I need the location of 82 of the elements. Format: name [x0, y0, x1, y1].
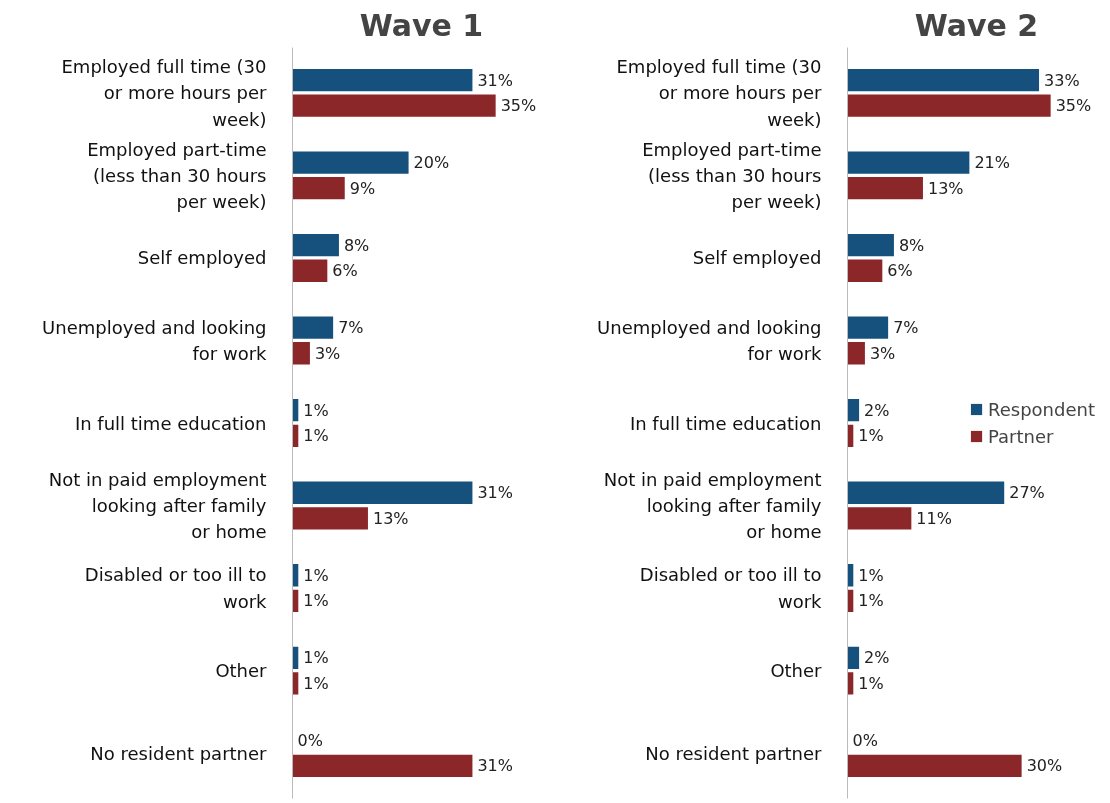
data-label: 33% [1044, 70, 1080, 90]
data-label: 11% [916, 508, 952, 528]
chart-title: Wave 1 [359, 7, 484, 43]
data-label: 7% [338, 318, 364, 338]
y-tick-label: In full time education [629, 412, 822, 434]
y-tick-label: Employed part-time (less than 30 hours per week) [87, 138, 267, 213]
data-label: 1% [858, 673, 884, 693]
data-label: 1% [303, 400, 329, 420]
data-label: 6% [332, 261, 358, 281]
bar [292, 234, 339, 257]
y-tick-label: Self employed [692, 247, 822, 269]
data-label: 2% [864, 400, 890, 420]
y-tick-label: Unemployed and looking for work [597, 316, 823, 365]
bar [847, 68, 1040, 92]
bar [847, 177, 923, 200]
data-label: 1% [303, 591, 329, 611]
data-label: 13% [372, 508, 409, 528]
data-label: 6% [887, 261, 913, 281]
bar [292, 177, 345, 200]
y-tick-label: No resident partner [90, 742, 268, 764]
data-label: 1% [858, 591, 884, 611]
bar [847, 316, 889, 339]
bar [847, 151, 970, 174]
bar [847, 234, 894, 257]
bar [292, 481, 473, 504]
data-label: 21% [974, 153, 1010, 173]
bar [847, 94, 1051, 117]
bar [847, 481, 1005, 504]
bar [292, 151, 409, 174]
data-label: 3% [869, 343, 896, 363]
y-tick-label: Unemployed and looking for work [42, 316, 268, 365]
bar [292, 507, 368, 530]
data-label: 31% [477, 483, 513, 503]
legend-label: Respondent [988, 398, 1095, 420]
data-label: 1% [303, 673, 329, 693]
y-tick-label: No resident partner [645, 742, 823, 764]
y-tick-label: Other [770, 660, 823, 682]
data-label: 1% [303, 426, 329, 446]
bar [847, 646, 860, 669]
chart-title: Wave 2 [914, 7, 1039, 43]
data-label: 7% [893, 318, 919, 338]
data-label: 0% [297, 730, 323, 750]
data-label: 30% [1026, 756, 1063, 776]
bar [292, 259, 328, 282]
bar [847, 507, 912, 530]
bar [847, 259, 883, 282]
bar [292, 68, 473, 92]
data-label: 8% [898, 235, 925, 255]
y-tick-label: Not in paid employment looking after family or home [48, 468, 267, 543]
y-tick-label: Employed full time (30 or more hours per week) [61, 56, 268, 130]
data-label: 13% [927, 178, 964, 198]
y-tick-label: Other [215, 660, 268, 682]
data-label: 20% [413, 153, 450, 173]
data-label: 1% [303, 565, 329, 585]
data-label: 1% [858, 565, 884, 585]
bar [847, 754, 1022, 778]
data-label: 1% [858, 426, 884, 446]
y-tick-label: Employed part-time (less than 30 hours per week) [642, 138, 822, 213]
bar [847, 342, 865, 365]
bar [292, 94, 496, 117]
data-label: 9% [349, 178, 376, 198]
y-tick-label: In full time education [74, 412, 267, 434]
y-tick-label: Employed full time (30 or more hours per week) [616, 56, 823, 130]
data-label: 31% [477, 756, 513, 776]
data-label: 1% [303, 648, 329, 668]
y-tick-label: Disabled or too ill to work [639, 564, 823, 612]
y-tick-label: Self employed [137, 247, 267, 269]
bar [292, 316, 334, 339]
data-label: 31% [477, 70, 513, 90]
legend-label: Partner [988, 425, 1054, 447]
bar [292, 754, 473, 778]
y-tick-label: Not in paid employment looking after family or home [603, 468, 822, 543]
data-label: 3% [314, 343, 341, 363]
data-label: 0% [852, 730, 878, 750]
data-label: 27% [1009, 483, 1045, 503]
data-label: 8% [343, 235, 370, 255]
data-label: 2% [864, 648, 890, 668]
data-label: 35% [1055, 96, 1092, 116]
data-label: 35% [500, 96, 537, 116]
bar [847, 399, 860, 422]
y-tick-label: Disabled or too ill to work [84, 564, 268, 612]
bar [292, 342, 310, 365]
